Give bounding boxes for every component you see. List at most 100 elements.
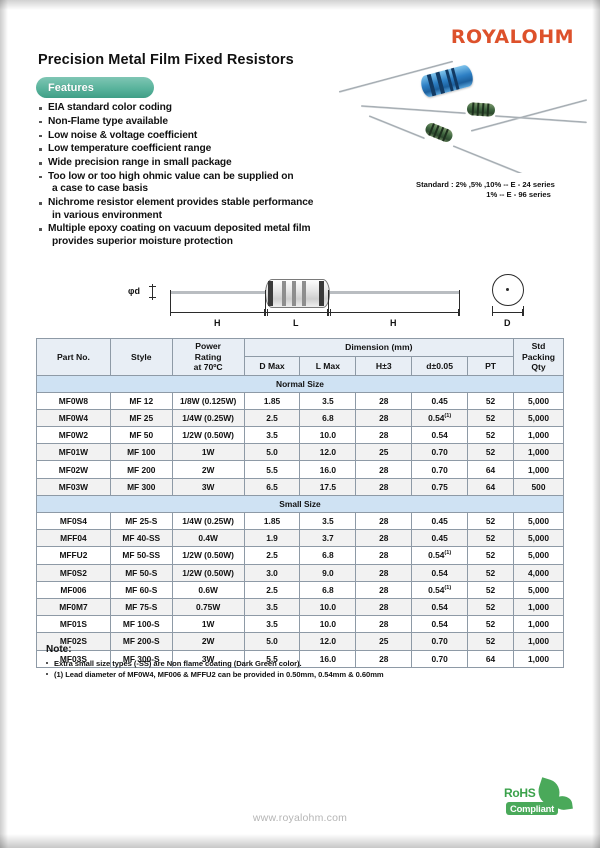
- table-cell-l-max: 10.0: [299, 615, 357, 634]
- drawing-extension-line: [265, 290, 266, 316]
- table-header: Part No. Style Power Rating at 70ºC Dime…: [36, 337, 564, 376]
- drawing-dimension-line-l: [265, 312, 329, 313]
- drawing-end-view-circle: [492, 274, 524, 306]
- table-cell-qty: 500: [513, 477, 564, 496]
- table-row: MF0S4 MF 25-S 1/4W (0.25W) 1.85 3.5 28 0.45 52 5…: [36, 511, 564, 531]
- standard-series-line1: Standard : 2% ,5% ,10% -- E - 24 series: [416, 180, 555, 189]
- table-cell-pt: 52: [467, 632, 514, 651]
- rohs-text: RoHS: [504, 786, 536, 800]
- table-cell-l-max: 17.5: [299, 477, 357, 496]
- page-title: Precision Metal Film Fixed Resistors: [38, 52, 294, 68]
- col-std-packing-line2: Packing: [522, 351, 555, 362]
- color-band: [471, 102, 475, 116]
- table-cell-pt: 52: [467, 580, 514, 599]
- table-row: MF0W4 MF 25 1/4W (0.25W) 2.5 6.8 28 0.54(1) 52 5…: [36, 408, 564, 428]
- table-cell-h: 28: [355, 546, 413, 565]
- table-cell-style: MF 25: [109, 408, 173, 428]
- table-cell-d: 0.45: [411, 529, 469, 548]
- drawing-arrow: [149, 297, 156, 299]
- rohs-compliant-text: Compliant: [506, 802, 559, 815]
- feature-item-line1: Wide precision range in small package: [48, 157, 232, 169]
- table-header-subrow: D Max L Max H±3 d±0.05 PT: [37, 356, 564, 376]
- table-cell-style: MF 200-S: [109, 632, 173, 651]
- table-cell-pt: 52: [467, 391, 514, 410]
- table-cell-qty: 4,000: [513, 563, 564, 582]
- feature-item-line2: in various environment: [52, 209, 162, 221]
- footnote-marker: (1): [444, 585, 452, 592]
- table-cell-d-max: 5.5: [243, 460, 301, 479]
- table-cell-h: 28: [355, 649, 413, 668]
- drawing-color-band: [302, 281, 306, 306]
- table-cell-l-max: 12.0: [299, 632, 357, 651]
- feature-item: Too low or too high ohmic value can be s…: [38, 171, 338, 196]
- table-cell-l-max: 6.8: [299, 580, 357, 599]
- rohs-compliant-logo: RoHS Compliant: [502, 777, 574, 830]
- col-power-rating-line2: Rating: [194, 351, 222, 362]
- features-badge-label: Features: [48, 81, 94, 94]
- table-cell-part-no: MF01W: [36, 443, 111, 462]
- footnote-marker: (1): [444, 413, 452, 420]
- resistor-lead: [452, 145, 528, 173]
- note-line: (1) Lead diameter of MF0W4, MF006 & MFFU…: [46, 669, 506, 680]
- table-cell-d-max: 3.5: [243, 597, 301, 617]
- table-cell-style: MF 25-S: [109, 511, 173, 531]
- table-cell-style: MF 60-S: [109, 580, 173, 599]
- table-row: MFFU2 MF 50-SS 1/2W (0.50W) 2.5 6.8 28 0.54(1)…: [36, 546, 564, 565]
- table-cell-qty: 1,000: [513, 597, 564, 617]
- table-cell-style: MF 100-S: [109, 615, 173, 634]
- table-row: MF01W MF 100 1W 5.0 12.0 25 0.70 52 1,000: [36, 443, 564, 462]
- drawing-label-h-left: H: [214, 318, 221, 328]
- drawing-arrow: [149, 286, 156, 288]
- table-cell-part-no: MF0W8: [36, 391, 111, 410]
- col-std-packing-line1: Std: [531, 341, 546, 351]
- table-cell-pt: 52: [467, 511, 514, 531]
- table-cell-d-max: 6.5: [243, 477, 301, 496]
- col-power-rating: Power Rating at 70ºC: [171, 338, 245, 376]
- table-cell-h: 28: [355, 460, 413, 479]
- standard-series-note: Standard : 2% ,5% ,10% -- E - 24 series …: [416, 180, 555, 200]
- table-cell-d: 0.70: [411, 460, 469, 479]
- table-row: MF0W2 MF 50 1/2W (0.50W) 3.5 10.0 28 0.54 52 1,0…: [36, 426, 564, 445]
- table-cell-power: 0.6W: [171, 580, 245, 599]
- color-band: [476, 102, 480, 116]
- table-cell-part-no: MF0W2: [36, 426, 111, 445]
- table-cell-qty: 5,000: [513, 580, 564, 599]
- table-cell-power: 1/2W (0.50W): [171, 563, 245, 582]
- table-cell-pt: 52: [467, 529, 514, 548]
- footnote-marker: (1): [444, 550, 452, 557]
- feature-item-line1: EIA standard color coding: [48, 102, 172, 113]
- table-row: MF03S MF 300-S 3W 5.5 16.0 28 0.70 64 1,000: [36, 649, 564, 668]
- table-cell-part-no: MF01S: [36, 615, 111, 634]
- table-cell-d: 0.54: [411, 615, 469, 634]
- col-power-rating-line3: at 70ºC: [193, 362, 223, 372]
- table-cell-pt: 64: [467, 460, 514, 479]
- feature-item-line2: a case to case basis: [52, 183, 148, 195]
- table-cell-d: 0.54: [411, 426, 469, 445]
- col-std-packing-qty: Std Packing Qty: [513, 338, 564, 376]
- table-cell-d: 0.54: [411, 597, 469, 617]
- feature-item: Low temperature coefficient range: [38, 143, 338, 155]
- feature-item: Non-Flame type available: [38, 116, 338, 128]
- drawing-label-l: L: [293, 318, 299, 328]
- table-cell-part-no: MF03W: [36, 477, 111, 496]
- table-cell-d: 0.70: [411, 443, 469, 462]
- table-cell-d-max: 5.5: [243, 649, 301, 668]
- notes-block: Note: Extra small size types (-SS) are N…: [46, 644, 506, 680]
- table-cell-style: MF 200: [109, 460, 173, 479]
- table-cell-style: MF 50: [109, 426, 173, 445]
- drawing-dimension-line-h-right: [328, 312, 460, 313]
- color-band: [435, 71, 446, 94]
- col-d: d±0.05: [411, 356, 469, 376]
- table-cell-l-max: 6.8: [299, 408, 357, 428]
- table-row: MF03W MF 300 3W 6.5 17.5 28 0.75 64 500: [36, 477, 564, 496]
- table-cell-d: 0.54(1): [411, 546, 469, 565]
- table-cell-part-no: MF0S4: [36, 511, 111, 531]
- table-cell-d: 0.45: [411, 391, 469, 410]
- table-cell-d-max: 3.0: [243, 563, 301, 582]
- page-edge-shadow-bottom: [0, 834, 600, 848]
- table-cell-power: 0.4W: [171, 529, 245, 548]
- table-cell-qty: 1,000: [513, 615, 564, 634]
- drawing-color-band: [292, 281, 296, 306]
- table-cell-h: 25: [355, 632, 413, 651]
